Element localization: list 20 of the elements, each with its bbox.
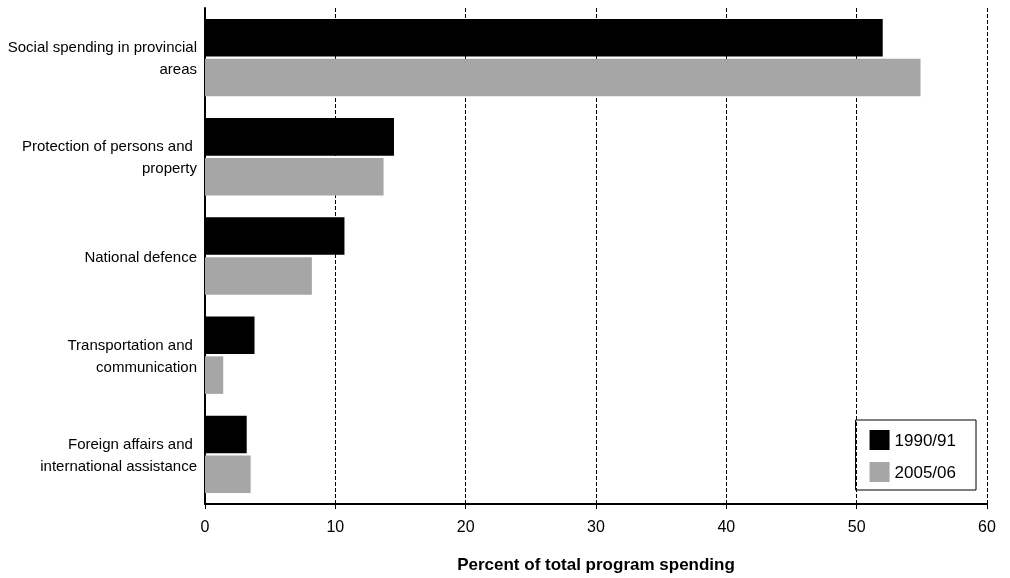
x-tick-label: 0 (200, 517, 210, 535)
x-tick-label: 60 (978, 517, 996, 535)
bar (205, 58, 921, 97)
x-tick-label: 20 (456, 517, 475, 535)
x-tick-label: 30 (587, 517, 605, 535)
y-tick-label: Protection of persons and property (21, 137, 198, 177)
bar (205, 455, 251, 494)
legend-label: 1990/91 (894, 430, 956, 450)
bar (205, 257, 312, 295)
y-tick-label: National defence (84, 247, 197, 265)
x-tick-label: 50 (847, 517, 866, 535)
x-tick-label: 40 (717, 517, 736, 535)
y-tick-label: Social spending in provincial areas (7, 38, 197, 78)
y-tick-label: Transportation and communication (67, 335, 197, 375)
bar (205, 356, 224, 394)
legend-label: 2005/06 (894, 462, 956, 482)
x-tick-label: 10 (326, 517, 345, 535)
y-tick-label: Foreign affairs and international assistance (40, 434, 197, 474)
bar (205, 157, 384, 196)
x-axis-title: Percent of total program spending (457, 555, 735, 574)
